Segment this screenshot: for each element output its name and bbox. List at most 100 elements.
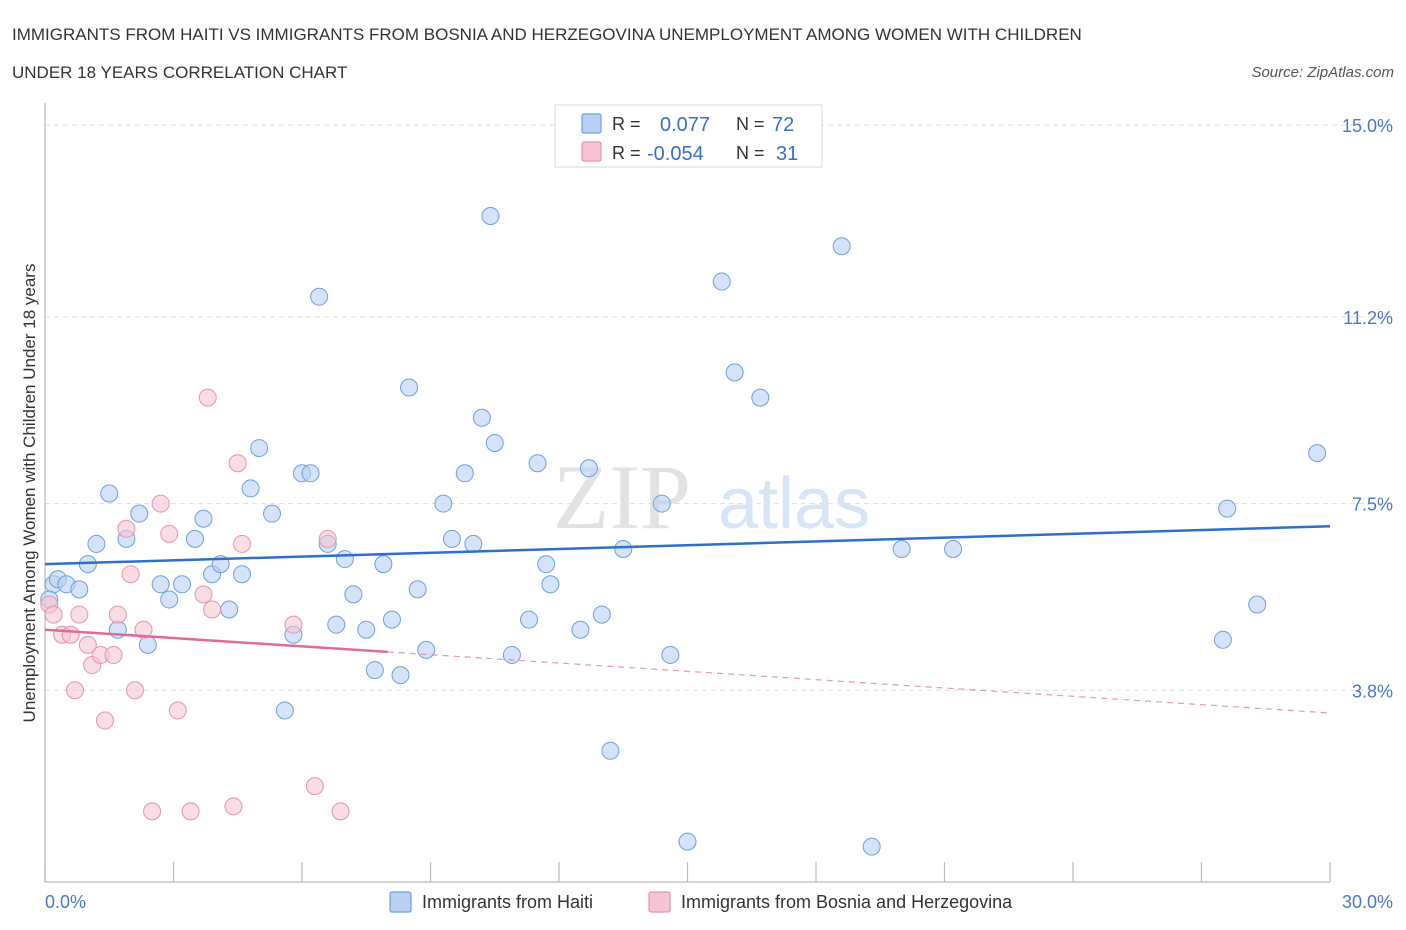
legend-swatch-bosnia: [581, 141, 602, 162]
legend-r-value-bosnia: -0.054: [647, 143, 704, 165]
haiti-point: [374, 555, 393, 574]
bosnia-point: [44, 605, 63, 624]
haiti-point: [464, 534, 483, 553]
y-tick-label: 15.0%: [1342, 116, 1393, 136]
haiti-point: [344, 585, 363, 604]
haiti-point: [832, 237, 851, 256]
haiti-point: [678, 832, 697, 851]
bosnia-point: [284, 615, 303, 634]
haiti-point: [138, 635, 157, 654]
bosnia-point: [181, 802, 200, 821]
chart-title-line-1: IMMIGRANTS FROM HAITI VS IMMIGRANTS FROM…: [12, 25, 1082, 44]
bosnia-point: [134, 620, 153, 639]
bosnia-point: [160, 524, 179, 543]
haiti-point: [310, 287, 329, 306]
haiti-point: [100, 484, 119, 503]
series-legend-label-haiti: Immigrants from Haiti: [422, 892, 593, 912]
haiti-point: [455, 464, 474, 483]
y-tick-label: 11.2%: [1343, 308, 1393, 328]
haiti-point: [579, 459, 598, 478]
haiti-point: [1248, 595, 1267, 614]
bosnia-point: [198, 388, 217, 407]
haiti-point: [652, 494, 671, 513]
chart-source: Source: ZipAtlas.com: [1251, 64, 1394, 81]
haiti-point: [87, 534, 106, 553]
haiti-point: [862, 837, 881, 856]
haiti-point: [442, 529, 461, 548]
legend-n-label-bosnia: N =: [736, 143, 765, 163]
haiti-point: [220, 600, 239, 619]
series-bosnia-points: [40, 388, 350, 821]
bosnia-point: [331, 802, 350, 821]
haiti-point: [485, 434, 504, 453]
bosnia-point: [224, 797, 243, 816]
bosnia-trend-line-dashed: [387, 651, 1331, 714]
bosnia-point: [95, 711, 114, 730]
haiti-point: [327, 615, 346, 634]
axes: [44, 103, 1331, 883]
bosnia-point: [318, 529, 337, 548]
legend-r-value-haiti: 0.077: [660, 114, 710, 136]
series-legend: Immigrants from Haiti Immigrants from Bo…: [389, 891, 1013, 913]
haiti-point: [520, 610, 539, 629]
haiti-point: [185, 529, 204, 548]
haiti-point: [434, 494, 453, 513]
haiti-point: [382, 610, 401, 629]
haiti-point: [250, 439, 269, 458]
trend-lines: [44, 525, 1331, 714]
x-tick-label: 30.0%: [1342, 892, 1393, 912]
legend-n-value-bosnia: 31: [776, 143, 798, 165]
series-legend-label-bosnia: Immigrants from Bosnia and Herzegovina: [681, 892, 1013, 912]
haiti-point: [241, 479, 260, 498]
haiti-point: [70, 580, 89, 599]
haiti-point: [1308, 444, 1327, 463]
haiti-point: [601, 741, 620, 760]
haiti-point: [537, 555, 556, 574]
bosnia-point: [305, 777, 324, 796]
series-legend-swatch-bosnia: [648, 891, 671, 913]
haiti-point: [365, 661, 384, 680]
tick-labels: 3.8% 7.5% 11.2% 15.0% 0.0% 30.0%: [45, 116, 1393, 912]
haiti-point: [541, 575, 560, 594]
haiti-point: [417, 640, 436, 659]
haiti-point: [173, 575, 192, 594]
watermark-atlas: atlas: [718, 464, 870, 544]
haiti-point: [661, 645, 680, 664]
bosnia-point: [168, 701, 187, 720]
bosnia-point: [194, 585, 213, 604]
bosnia-point: [203, 600, 222, 619]
bosnia-point: [61, 625, 80, 644]
haiti-point: [528, 454, 547, 473]
y-axis-label: Unemployment Among Women with Children U…: [20, 264, 39, 723]
haiti-point: [275, 701, 294, 720]
y-tick-label: 3.8%: [1352, 681, 1393, 701]
legend-r-label-haiti: R =: [612, 114, 641, 134]
legend-n-label-haiti: N =: [736, 114, 765, 134]
bosnia-point: [108, 605, 127, 624]
haiti-point: [571, 620, 590, 639]
bosnia-point: [78, 635, 97, 654]
haiti-point: [712, 272, 731, 291]
haiti-point: [892, 539, 911, 558]
stats-legend: R = 0.077 N = 72 R = -0.054 N = 31: [554, 104, 823, 168]
bosnia-trend-line-solid: [44, 628, 388, 654]
haiti-point: [1213, 630, 1232, 649]
haiti-point: [335, 550, 354, 569]
haiti-point: [233, 565, 252, 584]
haiti-point: [944, 539, 963, 558]
haiti-point: [357, 620, 376, 639]
bosnia-point: [70, 605, 89, 624]
grid-lines: [45, 124, 1395, 691]
haiti-point: [130, 504, 149, 523]
haiti-point: [502, 645, 521, 664]
x-tick-label: 0.0%: [45, 892, 86, 912]
haiti-point: [301, 464, 320, 483]
bosnia-point: [117, 519, 136, 538]
bosnia-point: [121, 565, 140, 584]
haiti-point: [151, 575, 170, 594]
haiti-point: [472, 408, 491, 427]
haiti-point: [481, 206, 500, 225]
bosnia-point: [228, 454, 247, 473]
bosnia-point: [104, 645, 123, 664]
